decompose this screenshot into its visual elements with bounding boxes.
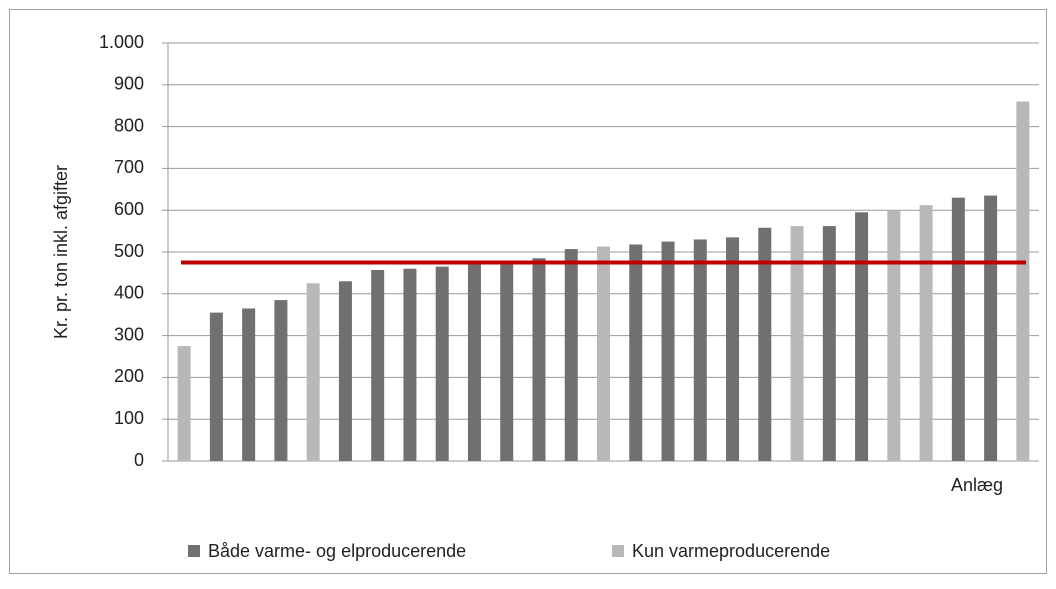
legend-label: Kun varmeproducerende [632, 541, 830, 561]
bar [661, 241, 675, 461]
x-axis-label: Anlæg [951, 475, 1003, 495]
bar [467, 262, 481, 461]
bar [629, 244, 643, 461]
bar [274, 300, 288, 461]
y-tick-label: 0 [134, 450, 144, 470]
y-tick-label: 300 [114, 324, 144, 344]
y-tick-label: 900 [114, 74, 144, 94]
y-tick-label: 600 [114, 199, 144, 219]
legend-swatch [612, 545, 624, 557]
bar [177, 346, 191, 461]
bar [500, 261, 514, 461]
y-tick-label: 400 [114, 283, 144, 303]
bar [532, 258, 546, 461]
bar [919, 205, 933, 461]
bar [435, 266, 449, 461]
bar [855, 212, 869, 461]
bar [371, 269, 385, 461]
bar [951, 197, 965, 461]
y-tick-label: 500 [114, 241, 144, 261]
bar [726, 237, 740, 461]
bar [209, 312, 223, 461]
bar [1016, 101, 1030, 462]
bar [338, 281, 352, 461]
bar [597, 246, 610, 461]
legend-label: Både varme- og elproducerende [208, 541, 466, 561]
bar [564, 249, 578, 461]
bar [403, 268, 417, 461]
legend-swatch [188, 545, 200, 557]
y-tick-label: 700 [114, 157, 144, 177]
bar [693, 239, 707, 461]
bar [790, 226, 804, 461]
bar [984, 195, 998, 461]
y-tick-label: 1.000 [99, 32, 144, 52]
bar [822, 226, 836, 461]
y-axis-label: Kr. pr. ton inkl. afgifter [51, 165, 71, 339]
y-tick-label: 100 [114, 408, 144, 428]
y-tick-label: 800 [114, 115, 144, 135]
bar [758, 227, 772, 461]
bar [887, 210, 901, 461]
bar [306, 283, 320, 461]
chart-border [9, 9, 1047, 574]
bar [242, 308, 256, 461]
y-tick-label: 200 [114, 366, 144, 386]
